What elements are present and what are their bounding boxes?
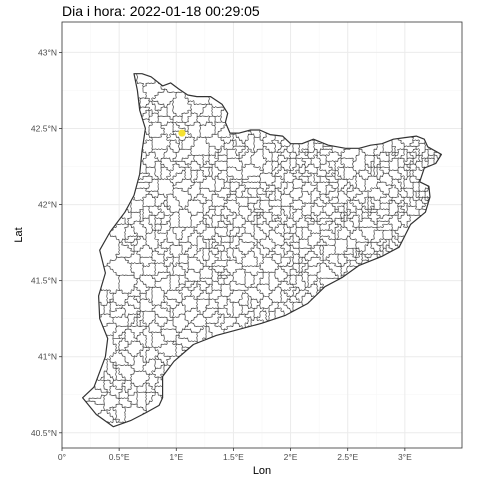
y-tick-label: 41.5°N	[31, 276, 57, 286]
y-tick-label: 42.5°N	[31, 124, 57, 134]
x-axis: 0° 0.5°E 1°E 1.5°E 2°E 2.5°E 3°E	[58, 448, 412, 462]
y-tick-label: 40.5°N	[31, 428, 57, 438]
x-tick-label: 0.5°E	[109, 452, 130, 462]
x-tick-label: 3°E	[398, 452, 412, 462]
y-tick-label: 42°N	[38, 200, 57, 210]
chart-title: Dia i hora: 2022-01-18 00:29:05	[62, 3, 260, 19]
x-tick-label: 1.5°E	[223, 452, 244, 462]
data-point	[178, 129, 185, 136]
y-axis: 40.5°N 41°N 41.5°N 42°N 42.5°N 43°N	[31, 47, 62, 437]
x-tick-label: 2.5°E	[337, 452, 358, 462]
y-tick-label: 41°N	[38, 352, 57, 362]
x-tick-label: 2°E	[284, 452, 298, 462]
map-panel	[71, 62, 450, 435]
data-points	[178, 129, 185, 136]
y-axis-title: Lat	[13, 227, 25, 242]
x-tick-label: 0°	[58, 452, 66, 462]
x-axis-title: Lon	[253, 465, 271, 477]
y-tick-label: 43°N	[38, 47, 57, 57]
x-tick-label: 1°E	[169, 452, 183, 462]
